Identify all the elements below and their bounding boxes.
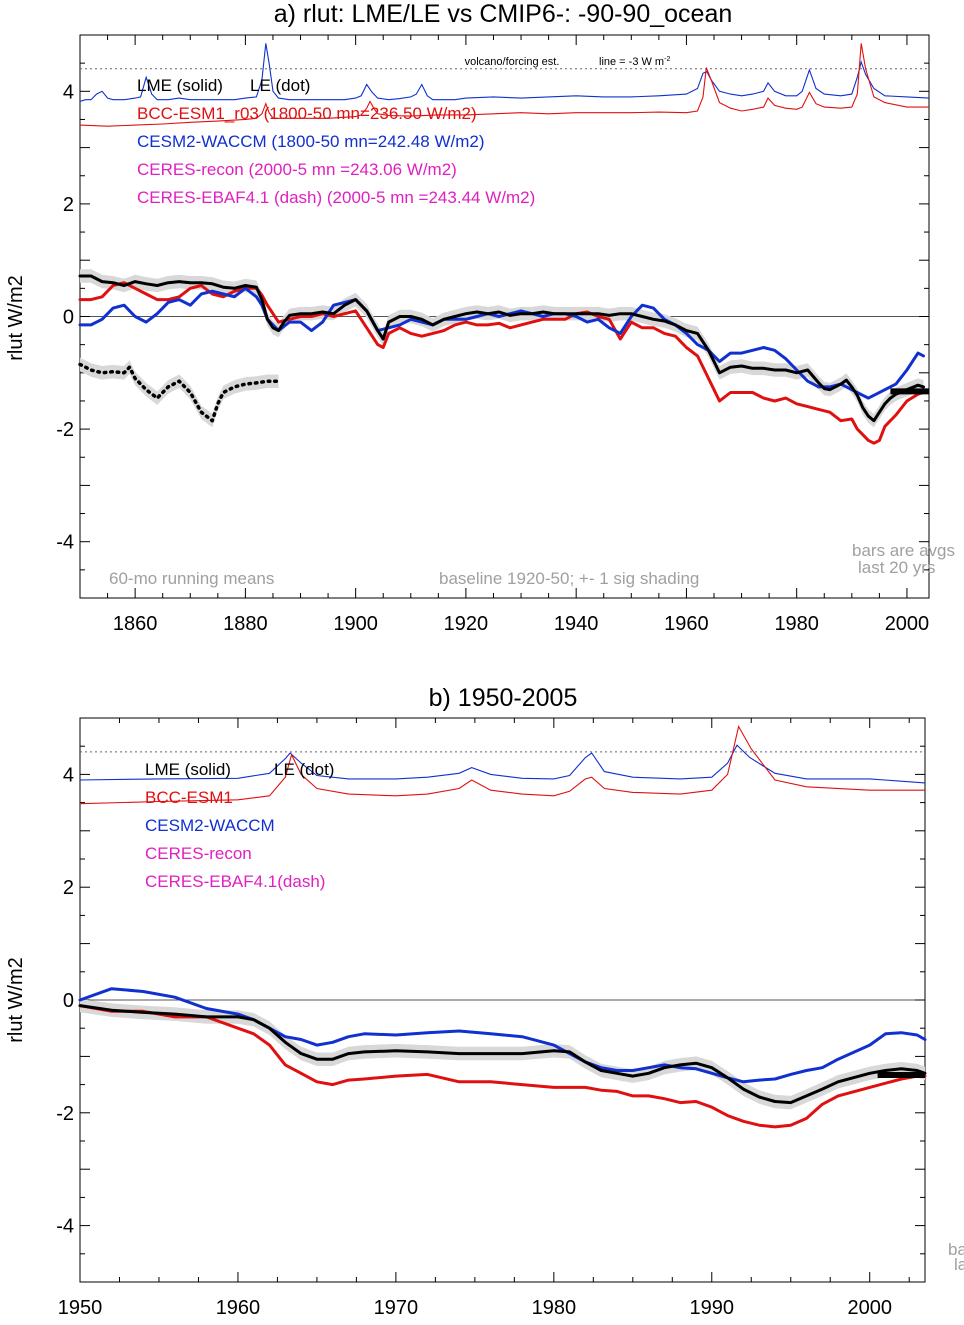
panel-a-forcing-blue-line bbox=[79, 43, 930, 102]
panel-b-ytick-label: 4 bbox=[63, 764, 74, 786]
panel-a-xtick-label: 1980 bbox=[774, 613, 819, 635]
panel-a-forcing-line-sup: -2 bbox=[664, 56, 670, 63]
panel-a-title: a) rlut: LME/LE vs CMIP6-: -90-90_ocean bbox=[274, 0, 733, 28]
panel-a-ytick-label: 0 bbox=[63, 307, 74, 329]
panel-a-forcing-label: volcano/forcing est. bbox=[465, 56, 560, 68]
panel-b-note-bars-2: la bbox=[954, 1255, 964, 1274]
panel-b-xtick-label: 1960 bbox=[216, 1297, 261, 1319]
panel-b-ylabel: rlut W/m2 bbox=[5, 957, 27, 1043]
panel-a-series-le bbox=[78, 362, 281, 423]
panel-b-legend-ceres-recon: CERES-recon bbox=[145, 844, 252, 863]
panel-a-ytick-label: 4 bbox=[63, 81, 74, 103]
panel-b-plot-area: -4 -2 0 2 4 1950 1960 1970 1980 1990 2000 bbox=[56, 717, 927, 1319]
panel-a-xtick-label: 1860 bbox=[113, 613, 158, 635]
panel-a-xtick-label: 1920 bbox=[444, 613, 489, 635]
panel-a-note-bars-2: last 20 yrs bbox=[858, 558, 935, 577]
panel-a-legend-ceres-ebaf: CERES-EBAF4.1 (dash) (2000-5 mn =243.44 … bbox=[137, 188, 535, 207]
panel-a-legend-lme: LME (solid) bbox=[137, 76, 223, 95]
panel-a-xtick-label: 1880 bbox=[223, 613, 268, 635]
panel-a-forcing-line-label: line = -3 W m-2 bbox=[599, 56, 670, 68]
panel-b-forcing-red-line bbox=[79, 724, 925, 805]
panel-a-series-lme bbox=[78, 274, 925, 423]
panel-a-note-running-mean: 60-mo running means bbox=[109, 569, 274, 588]
panel-b-series-bcc-esm1 bbox=[78, 1004, 927, 1129]
panel-b: b) 1950-2005 rlut W/m2 -4 -2 0 2 4 1950 1960 19… bbox=[5, 684, 964, 1319]
panel-b-ytick-label: 2 bbox=[63, 877, 74, 899]
panel-a-note-baseline: baseline 1920-50; +- 1 sig shading bbox=[439, 569, 699, 588]
panel-b-xtick-label: 1990 bbox=[690, 1297, 735, 1319]
panel-a-series-bcc-esm1-r03 bbox=[78, 281, 925, 445]
panel-a-xtick-label: 1900 bbox=[333, 613, 378, 635]
panel-a-le-shading bbox=[80, 357, 279, 428]
panel-b-title: b) 1950-2005 bbox=[429, 684, 578, 712]
panel-a-ytick-label: 2 bbox=[63, 194, 74, 216]
panel-a-xtick-label: 1940 bbox=[554, 613, 599, 635]
panel-b-forcing-blue-line bbox=[79, 744, 926, 784]
panel-b-xtick-label: 2000 bbox=[847, 1297, 892, 1319]
panel-a-plot-area: -4 -2 0 2 4 1860 1880 1900 1920 1940 1960 1980 2000 bbox=[56, 34, 930, 635]
panel-b-series-lme bbox=[78, 1004, 927, 1105]
panel-a-forcing-line-text: line = -3 W m bbox=[599, 56, 664, 68]
panel-b-xtick-label: 1970 bbox=[374, 1297, 419, 1319]
panel-b-ytick-label: 0 bbox=[63, 990, 74, 1012]
panel-b-legend-le: LE (dot) bbox=[274, 760, 334, 779]
panel-a-lme-shading bbox=[80, 269, 924, 428]
panel-a-legend-bcc: BCC-ESM1_r03 (1800-50 mn=236.50 W/m2) bbox=[137, 104, 477, 123]
panel-a-note-bars-1: bars are avgs bbox=[852, 541, 955, 560]
panel-a-series-cesm2-waccm bbox=[78, 286, 925, 400]
panel-b-legend-bcc: BCC-ESM1 bbox=[145, 788, 233, 807]
panel-b-ytick-label: -4 bbox=[56, 1216, 74, 1238]
panel-a-ylabel: rlut W/m2 bbox=[5, 275, 27, 361]
panel-b-legend-lme: LME (solid) bbox=[145, 760, 231, 779]
panel-b-legend-cesm: CESM2-WACCM bbox=[145, 816, 275, 835]
panel-b-xtick-label: 1950 bbox=[58, 1297, 103, 1319]
panel-a-legend-ceres-recon: CERES-recon (2000-5 mn =243.06 W/m2) bbox=[137, 160, 457, 179]
panel-a: a) rlut: LME/LE vs CMIP6-: -90-90_ocean … bbox=[5, 0, 955, 635]
panel-a-xtick-label: 1960 bbox=[664, 613, 709, 635]
panel-b-ytick-label: -2 bbox=[56, 1103, 74, 1125]
panel-b-xtick-label: 1980 bbox=[532, 1297, 577, 1319]
panel-b-note-bars-1: ba bbox=[948, 1240, 964, 1259]
panel-a-forcing-red-line bbox=[79, 43, 929, 127]
panel-a-ytick-label: -4 bbox=[56, 532, 74, 554]
panel-b-legend-ceres-ebaf: CERES-EBAF4.1(dash) bbox=[145, 872, 325, 891]
panel-b-series-cesm2-waccm bbox=[78, 987, 927, 1084]
panel-a-ytick-label: -2 bbox=[56, 419, 74, 441]
panel-a-legend-cesm: CESM2-WACCM (1800-50 mn=242.48 W/m2) bbox=[137, 132, 485, 151]
panel-a-legend-le: LE (dot) bbox=[250, 76, 310, 95]
panel-a-xtick-label: 2000 bbox=[885, 613, 930, 635]
